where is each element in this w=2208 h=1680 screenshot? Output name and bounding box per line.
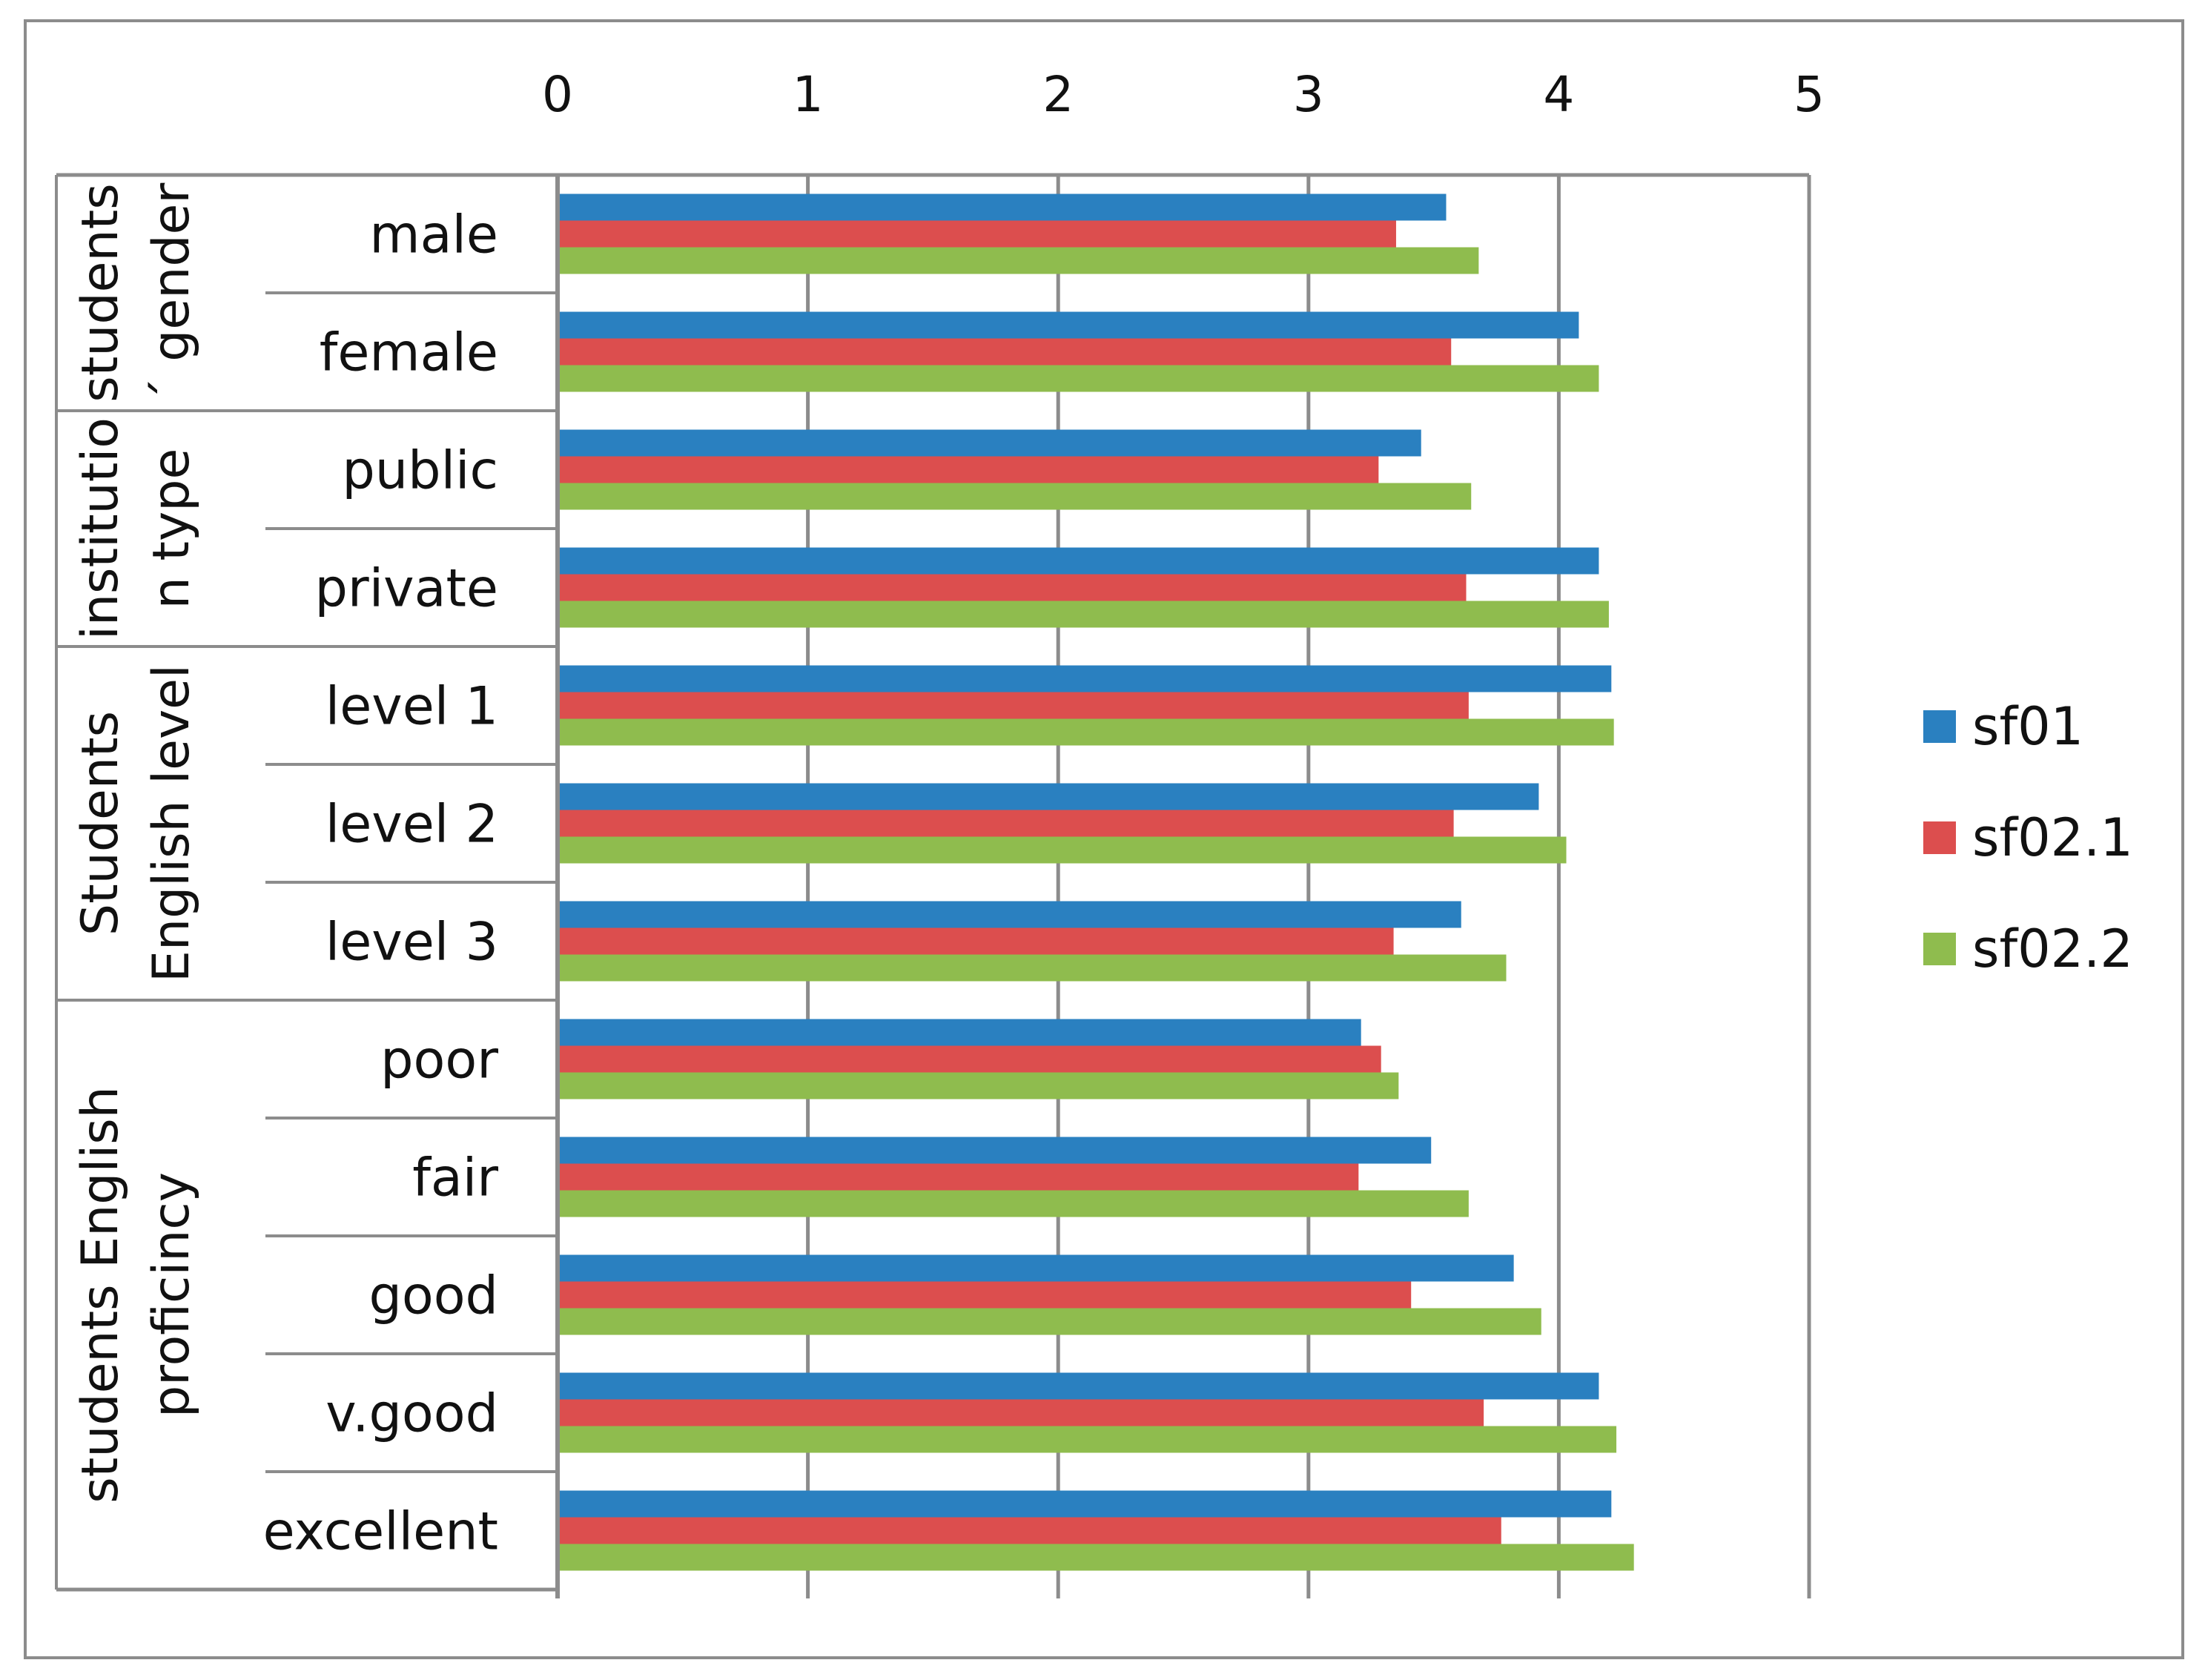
bar-sf01-fair — [558, 1137, 1432, 1164]
category-label: v.good — [325, 1383, 498, 1444]
bar-sf02-2-fair — [558, 1190, 1469, 1217]
group-label: English level — [142, 664, 201, 982]
category-label: good — [368, 1266, 498, 1326]
x-tick-label: 1 — [793, 66, 824, 123]
group-label: proficincy — [142, 1172, 201, 1418]
legend-swatch-sf01 — [1923, 710, 1956, 743]
x-tick-label: 3 — [1293, 66, 1324, 123]
legend-label: sf02.1 — [1972, 807, 2133, 868]
category-label: male — [369, 205, 498, 265]
category-label: public — [342, 440, 498, 501]
group-label: students English — [71, 1086, 130, 1504]
x-tick-label: 4 — [1543, 66, 1574, 123]
bar-sf02-2-level-3 — [558, 954, 1507, 982]
gridlines — [806, 175, 1811, 1598]
bar-sf01-private — [558, 547, 1599, 575]
bar-sf02-1-male — [558, 220, 1396, 248]
bar-sf02-1-level-3 — [558, 927, 1394, 955]
category-label: female — [320, 323, 498, 383]
bar-sf01-poor — [558, 1019, 1361, 1046]
group-label: n type — [142, 449, 201, 609]
bar-sf01-female — [558, 311, 1579, 339]
bar-sf01-good — [558, 1254, 1514, 1282]
x-tick-label: 0 — [542, 66, 573, 123]
bar-sf01-level-1 — [558, 665, 1612, 692]
group-label: ´ gender — [142, 183, 201, 403]
x-tick-label: 2 — [1042, 66, 1074, 123]
bar-sf01-level-3 — [558, 901, 1461, 928]
x-tick-label: 5 — [1794, 66, 1825, 123]
bars — [558, 194, 1634, 1571]
bar-sf01-excellent — [558, 1490, 1612, 1518]
legend-swatch-sf02-2 — [1923, 933, 1956, 965]
bar-sf02-2-excellent — [558, 1544, 1634, 1571]
bar-sf02-2-female — [558, 365, 1599, 392]
bar-sf02-1-level-1 — [558, 692, 1469, 719]
bar-sf01-public — [558, 429, 1421, 457]
bar-sf02-1-fair — [558, 1163, 1359, 1191]
category-label: fair — [412, 1148, 498, 1208]
bar-sf02-1-excellent — [558, 1517, 1501, 1544]
bar-sf02-1-v-good — [558, 1399, 1484, 1426]
bar-sf02-2-public — [558, 483, 1472, 510]
bar-sf01-level-2 — [558, 783, 1539, 810]
bar-sf02-1-public — [558, 456, 1379, 483]
bar-sf02-1-level-2 — [558, 810, 1454, 837]
category-label: poor — [380, 1030, 498, 1091]
bar-sf01-male — [558, 194, 1447, 221]
bar-sf02-2-level-1 — [558, 718, 1614, 746]
bar-sf02-2-good — [558, 1308, 1541, 1335]
bar-sf02-2-private — [558, 601, 1609, 628]
bar-sf01-v-good — [558, 1372, 1599, 1400]
bar-sf02-2-level-2 — [558, 836, 1567, 864]
legend: sf01 sf02.1 sf02.2 — [1923, 696, 2133, 979]
legend-label: sf01 — [1972, 696, 2083, 757]
category-label: level 1 — [325, 676, 498, 737]
category-label: level 2 — [325, 794, 498, 855]
group-label: Students — [71, 711, 130, 936]
bar-sf02-2-poor — [558, 1072, 1399, 1099]
bar-sf02-2-v-good — [558, 1426, 1617, 1453]
category-labels: male female public private level 1 level 2 lev… — [263, 205, 499, 1562]
legend-swatch-sf02-1 — [1923, 821, 1956, 854]
bar-sf02-1-female — [558, 338, 1452, 366]
x-tick-labels: 0 1 2 3 4 5 — [542, 66, 1825, 123]
legend-label: sf02.2 — [1972, 919, 2133, 979]
category-axis-frame — [55, 173, 1809, 1598]
category-label: level 3 — [325, 912, 498, 973]
bar-sf02-1-poor — [558, 1045, 1381, 1073]
group-label: institutio — [71, 417, 130, 640]
category-label: excellent — [263, 1501, 498, 1562]
bar-sf02-1-good — [558, 1281, 1412, 1309]
category-label: private — [315, 558, 499, 619]
bar-sf02-2-male — [558, 247, 1479, 274]
group-label: students — [71, 183, 130, 402]
bar-sf02-1-private — [558, 574, 1467, 601]
